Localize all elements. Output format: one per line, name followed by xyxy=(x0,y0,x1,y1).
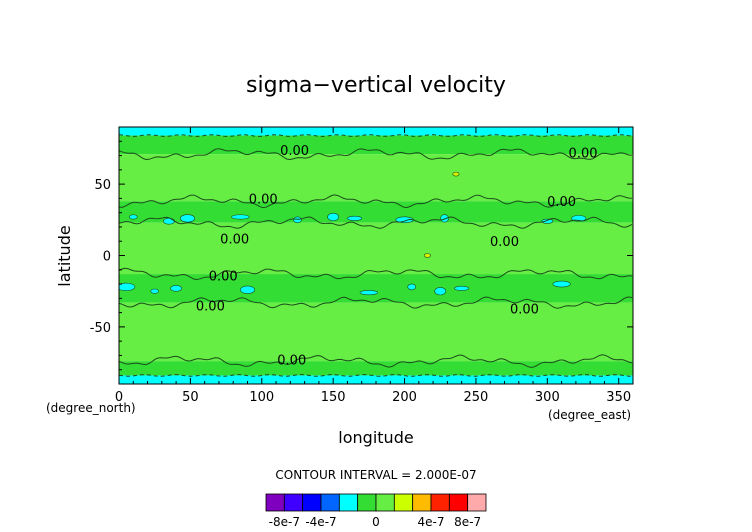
contour-label: 0.00 xyxy=(510,302,539,317)
contour-line xyxy=(119,267,633,281)
low-velocity-patch xyxy=(293,216,302,224)
low-velocity-patch xyxy=(180,214,196,223)
contour-interval-text: CONTOUR INTERVAL = 2.000E-07 xyxy=(275,468,476,482)
low-velocity-patch xyxy=(434,287,447,296)
contour-label: 0.00 xyxy=(277,354,306,369)
low-velocity-patch xyxy=(407,283,416,291)
contour-label: 0.00 xyxy=(209,269,238,284)
colorbar-swatch xyxy=(283,493,304,512)
contour-band xyxy=(119,127,633,136)
low-velocity-patch xyxy=(327,212,340,222)
contour-label: 0.00 xyxy=(547,195,576,210)
contour-label: 0.00 xyxy=(196,299,225,314)
contour-band xyxy=(119,154,633,202)
x-tick-label: 300 xyxy=(535,390,560,405)
contour-bands xyxy=(119,127,633,384)
colorbar-tick-label: 4e-7 xyxy=(418,515,445,529)
low-velocity-patch xyxy=(119,282,136,292)
colorbar-swatch xyxy=(265,493,285,512)
x-tick-label: 50 xyxy=(182,390,199,405)
low-velocity-patch xyxy=(440,214,449,223)
colorbar-tick-label: 0 xyxy=(372,515,380,529)
colorbar-swatch xyxy=(320,493,340,512)
polar-contour-line xyxy=(119,134,633,137)
x-tick-label: 0 xyxy=(115,390,123,405)
low-velocity-patch xyxy=(231,214,250,220)
colorbar-swatch xyxy=(430,493,450,512)
y-tick-label: -50 xyxy=(90,321,111,336)
contour-band xyxy=(119,222,633,275)
low-velocity-patch xyxy=(541,218,554,224)
contour-line xyxy=(119,194,633,209)
contour-band xyxy=(119,274,633,303)
polar-contour-line xyxy=(119,374,632,377)
colorbar-tick-label: -8e-7 xyxy=(269,515,300,529)
contour-line xyxy=(119,296,633,309)
colorbar-swatch xyxy=(467,493,487,512)
contour-line xyxy=(119,148,633,161)
colorbar-swatch xyxy=(375,493,395,512)
low-velocity-patch xyxy=(552,280,571,288)
contour-band xyxy=(119,135,633,155)
contour-label: 0.00 xyxy=(249,192,278,207)
high-velocity-patch xyxy=(452,171,460,177)
x-tick-label: 100 xyxy=(249,390,274,405)
low-velocity-patch xyxy=(240,285,256,294)
colorbar-swatch xyxy=(302,493,322,512)
contour-label: 0.00 xyxy=(220,232,249,247)
low-velocity-patch xyxy=(150,288,159,294)
x-tick-label: 150 xyxy=(321,390,346,405)
x-axis-title: longitude xyxy=(338,428,413,447)
low-velocity-patch xyxy=(347,215,363,221)
low-velocity-patch xyxy=(170,285,183,292)
y-units-label: (degree_north) xyxy=(46,401,136,415)
x-tick-label: 350 xyxy=(606,390,631,405)
colorbar-swatch xyxy=(338,493,359,512)
low-velocity-patch xyxy=(163,217,175,225)
colorbar-swatch xyxy=(357,493,377,512)
contour-label: 0.00 xyxy=(280,144,309,159)
y-tick-label: 50 xyxy=(94,178,111,193)
contour-line xyxy=(119,354,633,368)
y-axis-ticks: -50 0 50 xyxy=(90,140,633,371)
colorbar-swatch xyxy=(393,493,414,512)
x-axis-ticks: 0 50 100 150 200 250 300 350 xyxy=(115,127,631,405)
colorbar-tick-labels: -8e-7 -4e-7 0 4e-7 8e-7 xyxy=(269,515,481,529)
plot-area xyxy=(119,127,633,384)
contour-patches xyxy=(119,171,587,296)
high-velocity-patch xyxy=(423,253,431,258)
low-velocity-patch xyxy=(128,214,138,220)
colorbar-tick-label: -4e-7 xyxy=(305,515,336,529)
chart-title: sigma−vertical velocity xyxy=(246,73,506,98)
contour-band xyxy=(119,302,633,362)
contour-labels: 0.00 0.00 0.00 0.00 0.00 0.00 0.00 0.00 0.00 0.00 xyxy=(196,144,598,369)
contour-lines xyxy=(119,134,633,377)
x-tick-label: 250 xyxy=(464,390,489,405)
colorbar-swatch xyxy=(448,493,469,512)
contour-line xyxy=(119,216,633,229)
low-velocity-patch xyxy=(454,285,470,291)
colorbar xyxy=(265,493,487,512)
x-units-label: (degree_east) xyxy=(548,408,631,422)
colorbar-tick-label: 8e-7 xyxy=(454,515,481,529)
contour-band xyxy=(119,361,633,376)
colorbar-swatch xyxy=(412,493,432,512)
y-tick-label: 0 xyxy=(103,250,111,265)
y-axis-title: latitude xyxy=(55,225,74,286)
contour-band xyxy=(119,375,633,384)
x-tick-label: 200 xyxy=(392,390,417,405)
contour-label: 0.00 xyxy=(569,147,598,162)
contour-label: 0.00 xyxy=(490,235,519,250)
low-velocity-patch xyxy=(359,290,378,296)
